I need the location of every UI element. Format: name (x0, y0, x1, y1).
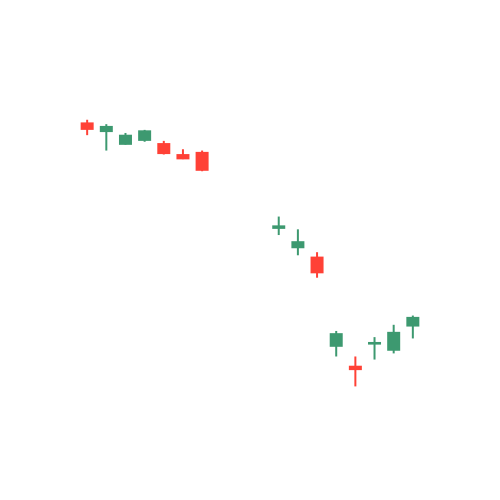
candle-body-down (176, 154, 190, 160)
candle-14 (387, 324, 401, 354)
candle-1 (80, 119, 94, 136)
candle-11 (329, 330, 343, 357)
candle-body-up (368, 341, 382, 345)
candle-body-up (329, 333, 343, 347)
candle-body-up (291, 241, 305, 249)
candle-body-up (272, 225, 286, 229)
candle-body-down (310, 256, 324, 274)
candle-body-up (99, 125, 113, 133)
candle-8 (272, 216, 286, 236)
candle-3 (118, 132, 132, 145)
candle-body-up (118, 134, 132, 145)
candle-10 (310, 252, 324, 278)
candle-body-up (406, 316, 420, 327)
candle-13 (368, 337, 382, 360)
candle-body-down (195, 151, 209, 171)
candle-15 (406, 315, 420, 339)
candle-body-down (348, 365, 362, 371)
candle-4 (138, 129, 152, 142)
candles-group (80, 119, 420, 387)
candle-7 (195, 150, 209, 172)
candle-5 (157, 140, 171, 155)
candle-12 (348, 356, 362, 387)
candle-body-up (138, 130, 152, 141)
candle-body-down (80, 122, 94, 130)
candle-2 (99, 124, 113, 151)
candle-9 (291, 229, 305, 256)
candle-body-down (157, 143, 171, 155)
candle-6 (176, 149, 190, 160)
candle-body-up (387, 331, 401, 351)
